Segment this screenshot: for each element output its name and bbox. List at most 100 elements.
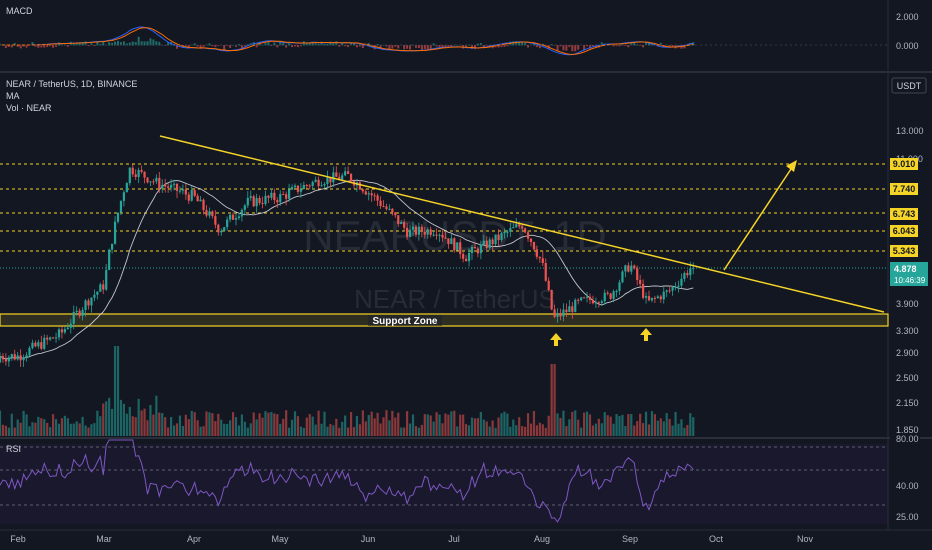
volume-bar bbox=[388, 420, 391, 436]
time-tick: Sep bbox=[622, 534, 638, 544]
legend-ma[interactable]: MA bbox=[6, 91, 20, 101]
macd-histogram-bar bbox=[282, 42, 285, 46]
legend-volume[interactable]: Vol · NEAR bbox=[6, 103, 52, 113]
macd-histogram-bar bbox=[22, 45, 25, 47]
candle-body bbox=[314, 179, 317, 182]
rsi-tick-40: 40.00 bbox=[896, 481, 919, 491]
candle-body bbox=[193, 190, 196, 196]
descending-trendline[interactable] bbox=[159, 135, 885, 313]
macd-histogram-bar bbox=[382, 44, 385, 46]
macd-histogram-bar bbox=[444, 45, 447, 48]
macd-histogram-bar bbox=[111, 42, 114, 46]
volume-bar bbox=[16, 419, 19, 436]
macd-histogram-bar bbox=[409, 45, 412, 50]
level-tag-text: 6.043 bbox=[893, 226, 916, 236]
volume-bar bbox=[246, 427, 249, 436]
candle-body bbox=[603, 292, 606, 302]
candle-body bbox=[662, 291, 665, 300]
volume-bar bbox=[320, 423, 323, 436]
volume-bar bbox=[373, 418, 376, 436]
volume-bar bbox=[465, 424, 468, 436]
support-zone-rect[interactable] bbox=[0, 313, 889, 327]
candle-body bbox=[122, 192, 125, 201]
volume-bar bbox=[662, 421, 665, 436]
bottom-arrow-aug[interactable] bbox=[550, 333, 562, 346]
candle-body bbox=[668, 290, 671, 292]
candle-body bbox=[479, 244, 482, 254]
macd-histogram-bar bbox=[119, 42, 122, 46]
macd-histogram-bar bbox=[355, 45, 358, 48]
level-tag[interactable] bbox=[890, 208, 918, 220]
candle-body bbox=[25, 355, 28, 358]
price-tick: 13.000 bbox=[896, 126, 924, 136]
macd-histogram-bar bbox=[273, 42, 276, 46]
macd-histogram-bar bbox=[167, 42, 170, 46]
candle-body bbox=[108, 249, 111, 270]
bottom-arrow-sep[interactable] bbox=[640, 328, 652, 341]
candle-body bbox=[199, 199, 202, 202]
volume-bar bbox=[627, 414, 630, 436]
candle-body bbox=[403, 222, 406, 228]
macd-histogram-bar bbox=[102, 41, 105, 46]
volume-bar bbox=[680, 419, 683, 436]
macd-histogram-bar bbox=[55, 45, 58, 47]
candle-body bbox=[568, 306, 571, 313]
volume-bar bbox=[72, 423, 75, 436]
candle-body bbox=[503, 231, 506, 234]
volume-bar bbox=[347, 427, 350, 436]
volume-bar bbox=[270, 411, 273, 436]
candle-body bbox=[78, 310, 81, 316]
level-tag[interactable] bbox=[890, 225, 918, 237]
macd-histogram-bar bbox=[450, 45, 453, 48]
candle-body bbox=[532, 242, 536, 250]
macd-histogram-bar bbox=[636, 44, 639, 46]
volume-bar bbox=[152, 414, 155, 436]
legend-symbol[interactable]: NEAR / TetherUS, 1D, BINANCE bbox=[6, 79, 137, 89]
candle-body bbox=[344, 171, 347, 176]
macd-histogram-bar bbox=[229, 45, 232, 48]
candle-body bbox=[408, 229, 412, 237]
macd-histogram-bar bbox=[299, 45, 302, 47]
macd-histogram-bar bbox=[288, 43, 291, 46]
macd-histogram-bar bbox=[329, 41, 332, 46]
level-tag[interactable] bbox=[890, 245, 918, 257]
volume-bar bbox=[529, 423, 533, 436]
macd-histogram-bar bbox=[621, 44, 624, 46]
current-price-tag[interactable] bbox=[890, 262, 928, 286]
volume-bar bbox=[556, 413, 559, 436]
candle-body bbox=[521, 226, 524, 229]
candle-body bbox=[10, 354, 13, 358]
volume-bar bbox=[134, 417, 137, 436]
candle-body bbox=[639, 280, 642, 284]
level-tag[interactable] bbox=[890, 158, 918, 170]
time-tick: Nov bbox=[797, 534, 814, 544]
candle-body bbox=[388, 208, 391, 210]
volume-bar bbox=[547, 415, 550, 436]
volume-bar bbox=[355, 415, 359, 436]
macd-histogram-bar bbox=[270, 45, 273, 47]
candle-body bbox=[580, 297, 583, 301]
volume-bar bbox=[597, 418, 600, 436]
volume-bar bbox=[105, 401, 108, 436]
candle-body bbox=[376, 195, 379, 201]
macd-histogram-bar bbox=[671, 45, 674, 48]
projection-arrow[interactable] bbox=[723, 162, 796, 271]
volume-bar bbox=[692, 417, 695, 436]
level-tag[interactable] bbox=[890, 183, 918, 195]
volume-bar bbox=[252, 412, 255, 436]
volume-bar bbox=[296, 416, 300, 436]
macd-histogram-bar bbox=[615, 45, 618, 47]
candle-body bbox=[37, 342, 40, 347]
candle-body bbox=[125, 183, 128, 193]
volume-bar bbox=[1, 424, 5, 436]
volume-bar bbox=[379, 423, 382, 436]
volume-bar bbox=[128, 406, 131, 436]
candle-body bbox=[456, 242, 459, 251]
candle-body bbox=[155, 177, 158, 182]
candle-body bbox=[178, 190, 182, 192]
currency-button[interactable] bbox=[891, 77, 927, 94]
candle-body bbox=[214, 216, 217, 225]
volume-bar bbox=[500, 413, 503, 436]
volume-bar bbox=[677, 423, 680, 436]
